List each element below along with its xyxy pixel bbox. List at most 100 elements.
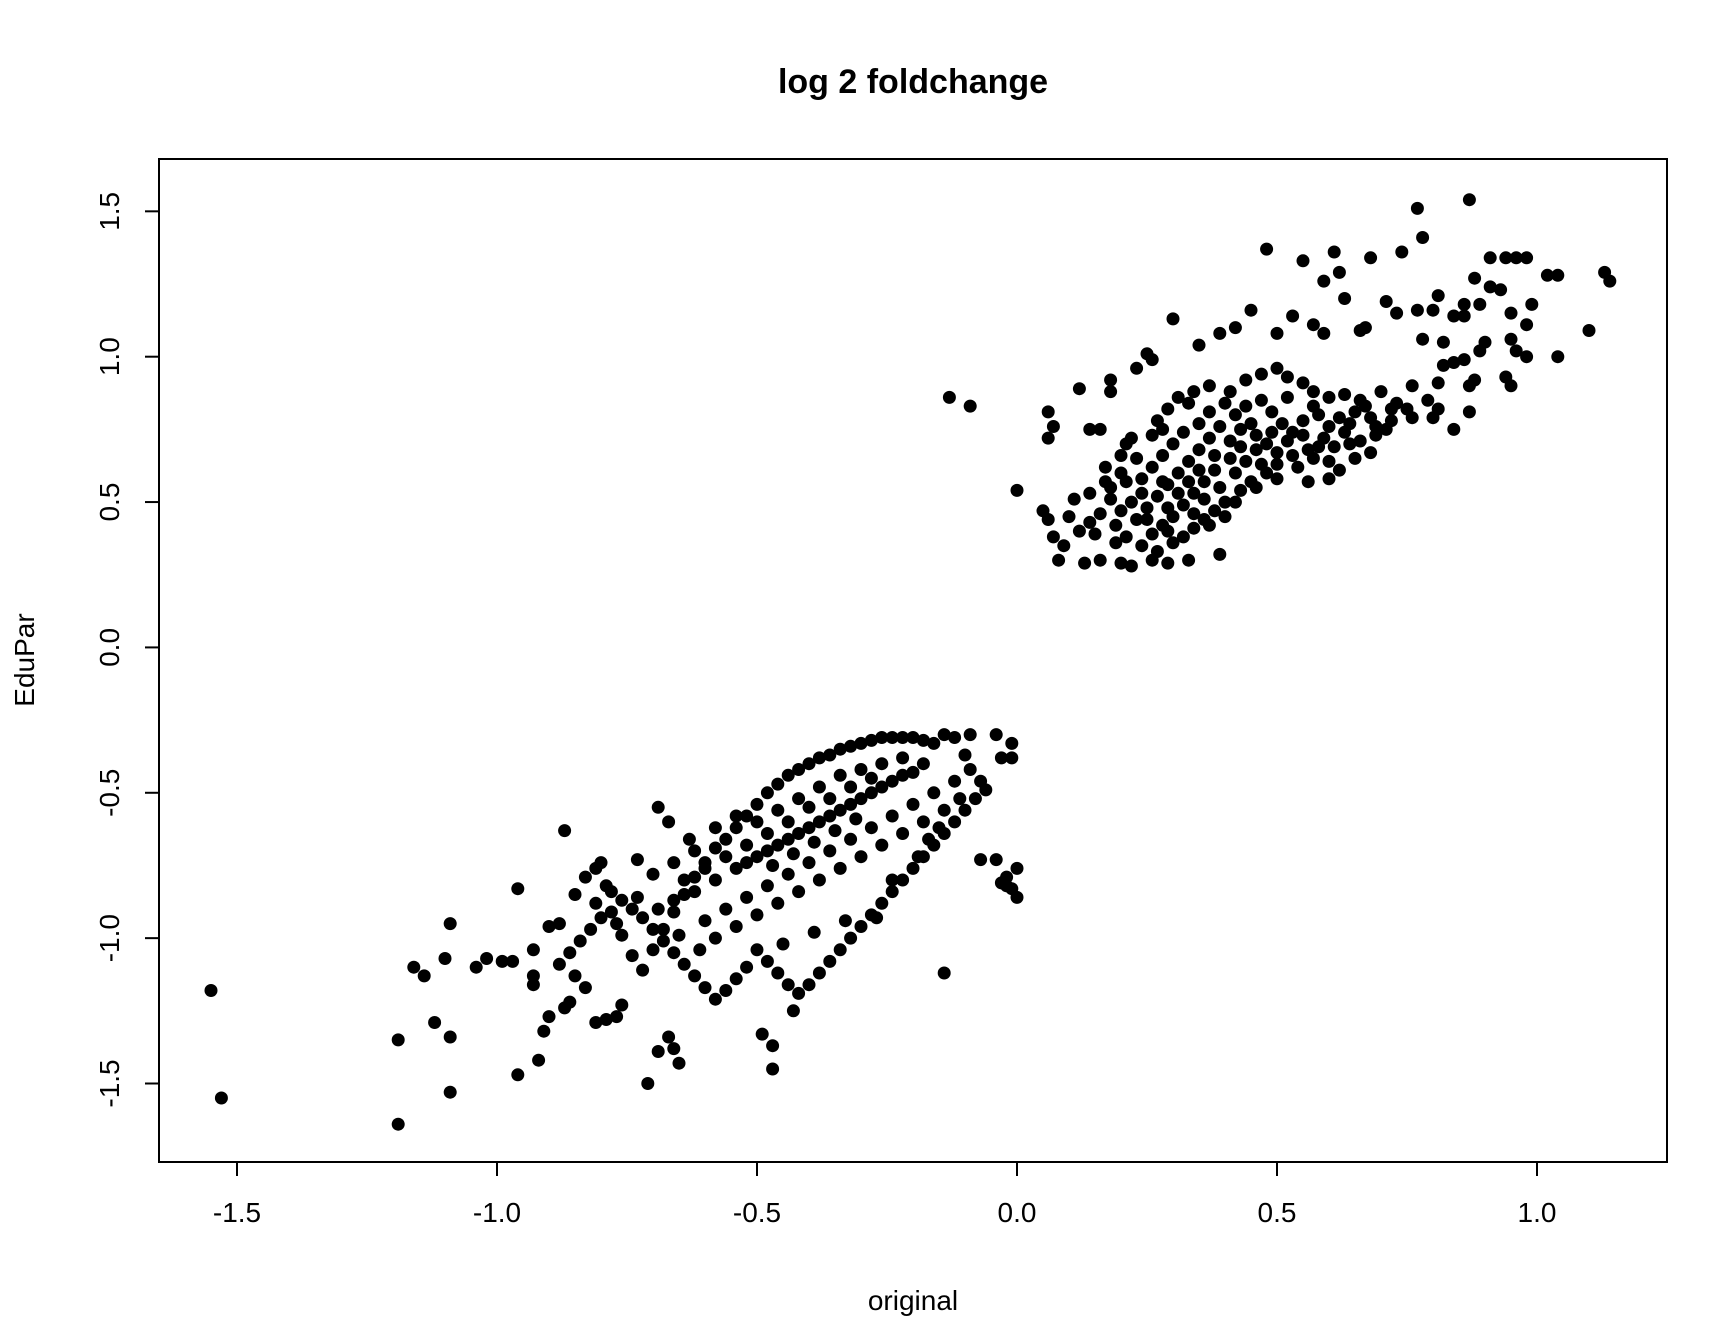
data-point — [708, 841, 722, 855]
data-point — [719, 984, 733, 997]
data-point — [615, 998, 629, 1012]
data-point — [646, 922, 660, 936]
data-point — [958, 803, 972, 817]
data-point — [864, 821, 878, 835]
data-point — [1395, 245, 1409, 259]
data-point — [771, 777, 785, 791]
data-point — [662, 815, 676, 829]
data-point — [1078, 556, 1092, 570]
data-point — [927, 736, 941, 750]
data-point — [1468, 271, 1482, 285]
data-point — [802, 978, 816, 992]
data-point — [781, 815, 795, 829]
data-point — [1582, 324, 1596, 337]
data-point — [1213, 326, 1227, 340]
data-point — [864, 786, 878, 800]
data-point — [838, 914, 852, 928]
data-point — [792, 986, 806, 1000]
data-point — [1364, 446, 1378, 460]
data-point — [922, 832, 936, 846]
data-point — [667, 1042, 681, 1056]
data-point — [927, 786, 941, 800]
data-point — [1509, 344, 1523, 358]
data-point — [1400, 402, 1414, 416]
data-point — [776, 937, 790, 951]
data-point — [1239, 399, 1253, 413]
data-point — [1270, 446, 1284, 460]
data-point — [1265, 425, 1279, 439]
data-point — [1083, 515, 1097, 529]
data-point — [719, 850, 733, 864]
y-tick-label: 0.0 — [94, 628, 125, 667]
data-point — [885, 873, 899, 887]
data-point — [1473, 344, 1487, 358]
data-point — [1499, 251, 1513, 265]
data-point — [1457, 309, 1471, 323]
data-point — [750, 797, 764, 811]
data-point — [1473, 297, 1487, 311]
data-point — [896, 751, 910, 765]
data-point — [573, 934, 587, 948]
data-point — [766, 1062, 780, 1076]
data-point — [708, 931, 722, 945]
data-point — [1218, 495, 1232, 509]
data-point — [729, 809, 743, 823]
data-point — [1504, 332, 1518, 346]
data-point — [646, 867, 660, 881]
data-point — [1192, 417, 1206, 431]
y-axis: -1.5 -1.0 -0.5 0.0 0.5 1.0 1.5 — [94, 192, 160, 1108]
data-point — [443, 1030, 457, 1044]
data-point — [771, 803, 785, 817]
data-point — [693, 943, 707, 957]
data-point — [1150, 489, 1164, 503]
data-point — [1410, 303, 1424, 317]
data-point — [812, 780, 826, 794]
data-point — [204, 984, 218, 997]
data-point — [1156, 475, 1170, 489]
data-point — [1114, 466, 1128, 480]
data-point — [807, 835, 821, 849]
data-point — [1156, 422, 1170, 436]
data-point — [698, 914, 712, 928]
data-point — [792, 792, 806, 806]
data-point — [844, 797, 858, 811]
data-point — [1540, 268, 1554, 282]
data-points — [204, 193, 1617, 1131]
data-point — [1317, 326, 1331, 340]
y-tick-label: -1.5 — [94, 1059, 125, 1107]
data-point — [854, 792, 868, 806]
data-point — [511, 1068, 525, 1082]
data-point — [1234, 422, 1248, 436]
data-point — [1483, 280, 1497, 294]
x-axis: -1.5 -1.0 -0.5 0.0 0.5 1.0 — [213, 1161, 1556, 1228]
data-point — [1462, 405, 1476, 419]
data-point — [1202, 379, 1216, 393]
data-point — [1192, 463, 1206, 477]
data-point — [1187, 486, 1201, 500]
data-point — [1390, 306, 1404, 320]
data-point — [1327, 245, 1341, 259]
data-point — [589, 896, 603, 910]
data-point — [875, 838, 889, 852]
data-point — [1234, 440, 1248, 454]
data-point — [1260, 437, 1274, 451]
data-point — [1343, 437, 1357, 451]
data-point — [1306, 399, 1320, 413]
data-point — [1265, 405, 1279, 419]
data-point — [1041, 513, 1055, 526]
data-point — [1145, 428, 1159, 442]
data-point — [610, 1010, 624, 1024]
data-point — [636, 963, 650, 977]
data-point — [771, 838, 785, 852]
data-point — [677, 873, 691, 887]
data-point — [1187, 507, 1201, 521]
data-point — [1390, 396, 1404, 410]
data-point — [708, 992, 722, 1006]
data-point — [1124, 431, 1138, 445]
data-point — [542, 1010, 556, 1024]
data-point — [942, 390, 956, 404]
data-point — [667, 946, 681, 960]
data-point — [1447, 422, 1461, 436]
data-point — [729, 920, 743, 933]
